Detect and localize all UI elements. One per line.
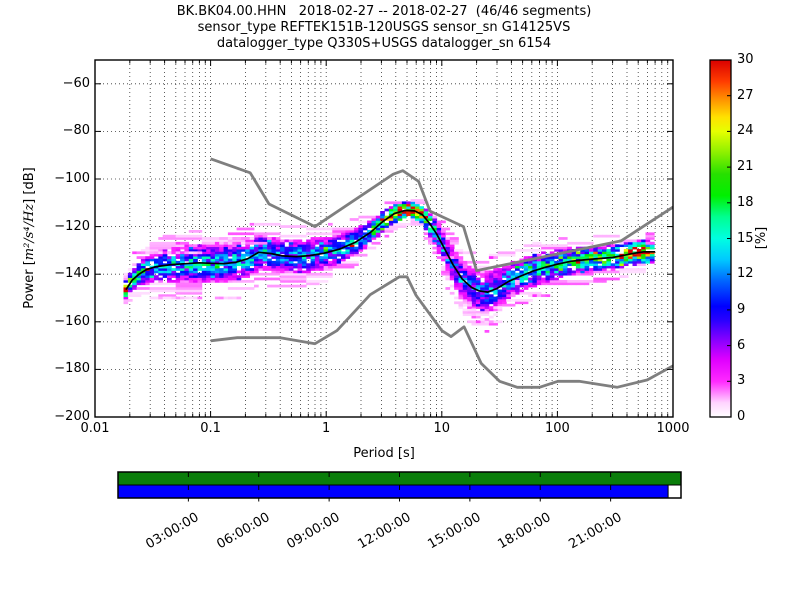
x-axis-label: Period [s] (353, 446, 415, 461)
y-tick-label: −180 (54, 361, 90, 377)
colorbar-tick-label: 9 (737, 301, 746, 317)
title-line-datalogger: datalogger_type Q330S+USGS datalogger_sn… (216, 36, 552, 51)
x-tick-label: 1000 (656, 421, 690, 436)
colorbar-tick-label: 6 (737, 337, 746, 353)
timeline-coverage-bar-bottom (117, 484, 669, 499)
y-tick-label: −160 (54, 313, 90, 329)
y-tick-label: −200 (54, 409, 90, 424)
noise-model-low-line (210, 275, 673, 389)
colorbar-tick-label: 30 (737, 52, 754, 67)
y-tick-label: −80 (62, 123, 90, 139)
ppsd-mode-line (125, 209, 656, 293)
x-tick-label: 10 (433, 421, 451, 436)
y-tick-label: −60 (62, 75, 90, 91)
y-tick-label: −100 (54, 171, 90, 186)
colorbar-tick-label: 3 (737, 373, 746, 389)
y-tick-label: −120 (54, 218, 90, 234)
x-tick-label: 0.01 (80, 421, 110, 436)
colorbar-tick-label: 0 (737, 409, 746, 424)
colorbar-tick-label: 24 (737, 123, 754, 139)
y-tick-label: −140 (54, 266, 90, 282)
x-tick-label: 0.1 (200, 421, 221, 436)
colorbar-tick-label: 21 (737, 159, 754, 175)
title-line-sensor: sensor_type REFTEK151B-120USGS sensor_sn… (197, 20, 571, 35)
x-tick-label: 100 (544, 421, 570, 436)
ppsd-histogram (123, 157, 673, 389)
x-tick-label: 1 (322, 421, 331, 436)
colorbar-tick-label: 12 (737, 266, 754, 282)
title-line-station: BK.BK04.00.HHN 2018-02-27 -- 2018-02-27 … (176, 4, 592, 19)
colorbar-label: [%] (754, 226, 769, 250)
colorbar-tick-label: 15 (737, 230, 754, 246)
noise-model-high-line (210, 157, 673, 272)
colorbar-tick-label: 27 (737, 87, 754, 103)
colorbar-tick-label: 18 (737, 194, 754, 210)
